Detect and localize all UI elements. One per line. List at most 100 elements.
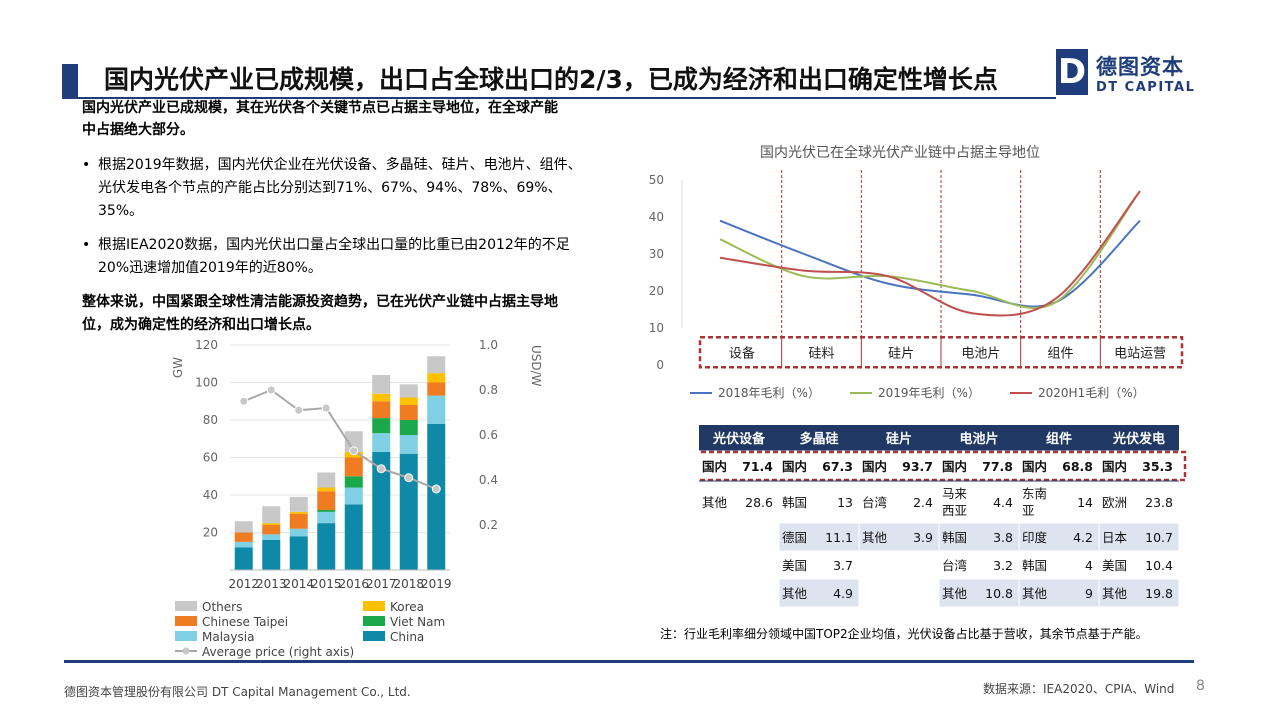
legend-label: Average price (right axis) [202,645,354,659]
bar-segment [344,476,363,488]
table-cell-value: 3.2 [993,558,1013,573]
bar-segment [317,491,336,510]
price-point [294,405,304,415]
legend-swatch [363,631,385,641]
table-cell-bg [938,550,1020,580]
table-cell-name: 其他 [1022,586,1048,601]
table-cell-value: 4 [1085,558,1093,573]
bar-segment [372,433,391,452]
y2-axis-label: USD/W [529,345,543,387]
bullet-2-glyph: • [82,237,91,253]
bar-segment [289,528,308,537]
bar-segment [399,397,418,405]
table-cell-name: 亚 [1022,503,1035,518]
table-cell-name: 国内 [1102,459,1127,474]
legend-label: China [390,630,424,644]
y2-tick-label: 0.2 [479,518,498,532]
y-tick-label: 100 [195,376,218,390]
bar-segment [234,547,253,570]
logo-text-en: DT CAPITAL [1096,80,1196,95]
margin-series-line [719,190,1141,309]
bar-segment [317,511,336,524]
y-tick-label: 50 [649,173,664,187]
bar-segment [372,401,391,419]
price-point [404,473,414,483]
y-tick-label: 20 [649,284,664,298]
page-number: 8 [1196,678,1205,694]
table-cell-bg [1018,522,1100,552]
table-cell-bg [858,522,940,552]
footer-divider [64,660,1194,663]
table-cell-name: 国内 [782,459,807,474]
x-tick-label: 2019 [421,577,452,591]
legend-label: Viet Nam [390,615,445,629]
table-cell-bg [1098,578,1180,608]
category-label: 设备 [729,345,755,361]
table-cell-name: 美国 [1102,558,1127,573]
bar-segment [234,521,253,533]
bar-segment [344,504,363,570]
table-cell-name: 韩国 [942,530,967,545]
y-axis-label: GW [171,357,185,378]
margin-line-chart: 0 10 20 30 40 50 设备 硅料 硅片 电池片 组件 电站运营 2018年毛利（%） 2019… [649,170,1184,400]
table-header-cell: 多晶硅 [799,431,838,447]
price-point [321,403,331,413]
export-volume-chart: 20 40 60 80 100 120 0.2 0.4 0.6 0.8 1.0 GW USD/W 2012… [171,338,543,659]
table-cell-value: 10.8 [985,586,1013,601]
bar-segment [262,506,281,524]
table-cell-value: 3.9 [913,530,933,545]
y-tick-label: 40 [649,210,664,224]
bar-segment [234,532,253,542]
bar-segment [289,496,308,512]
price-point [266,385,276,395]
table-header-cell: 光伏发电 [1112,431,1165,447]
logo-text-cn: 德图资本 [1096,55,1184,79]
price-point [431,484,441,494]
table-cell-value: 10.7 [1145,530,1173,545]
x-tick-label: 2014 [283,577,314,591]
table-cell-name: 其他 [862,530,888,545]
bar-segment [399,453,418,570]
table-cell-name: 马来 [942,486,968,501]
table-cell-bg [858,450,940,482]
summary-line-1: 整体来说，中国紧跟全球性清洁能源投资趋势，已在光伏产业链中占据主导地 [82,294,558,310]
y-tick-label: 30 [649,247,664,261]
table-cell-value: 67.3 [822,459,853,474]
table-cell-value: 3.7 [833,558,853,573]
category-label: 硅料 [808,346,834,361]
y-tick-label: 80 [203,413,218,427]
footer-source: 数据来源：IEA2020、CPIA、Wind [983,682,1175,696]
bar-segment [427,356,446,374]
legend-line-marker [182,647,190,655]
table-cell-value: 93.7 [902,459,933,474]
table-cell-bg [938,578,1020,608]
bar-segment [317,510,336,512]
bar-segment [427,373,446,383]
table-cell-name: 东南 [1022,486,1047,501]
table-cell-value: 4.2 [1073,530,1093,545]
table-cell-value: 9 [1085,586,1093,601]
table-cell-value: 13 [837,495,853,510]
table-cell-name: 国内 [1022,459,1047,474]
table-cell-value: 68.8 [1062,459,1093,474]
y-tick-label: 120 [195,338,218,352]
price-point [376,464,386,474]
margin-series-line [719,219,1141,308]
bar-segment [344,487,363,505]
bullet-2-line-1: 根据IEA2020数据，国内光伏出口量占全球出口量的比重已由2012年的不足 [98,237,570,253]
bar-segment [372,375,391,394]
footer-company: 德图资本管理股份有限公司 DT Capital Management Co., … [64,685,411,699]
table-cell-value: 28.6 [745,495,773,510]
legend-label: Malaysia [202,630,254,644]
table-cell-value: 23.8 [1145,495,1173,510]
price-point [239,396,249,406]
table-cell-name: 日本 [1102,530,1128,545]
table-cell-name: 国内 [702,459,727,474]
table-cell-name: 德国 [782,530,807,545]
legend-label: 2019年毛利（%） [878,386,980,400]
bullet-1-glyph: • [82,157,91,173]
table-cell-name: 印度 [1022,530,1048,545]
chart-note: 注：行业毛利率细分领域中国TOP2企业均值，光伏设备占比基于营收，其余节点基于产… [660,627,1148,641]
price-point [349,446,359,456]
